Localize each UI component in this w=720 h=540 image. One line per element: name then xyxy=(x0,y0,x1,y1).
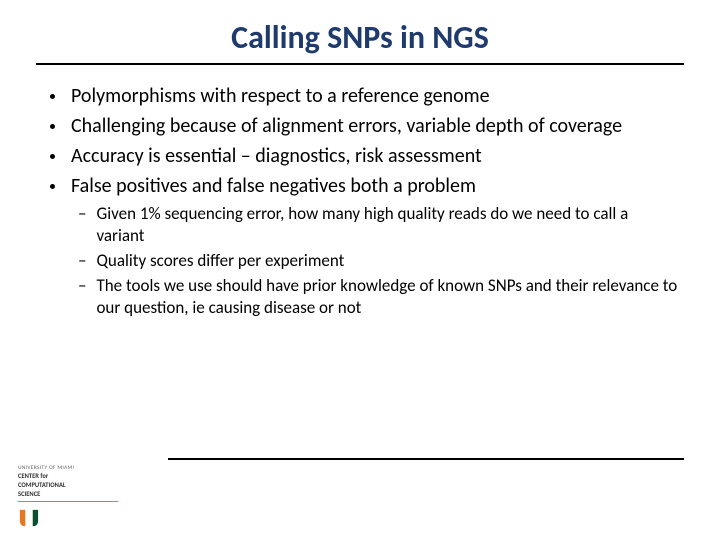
university-logo-icon xyxy=(18,508,40,528)
dash-icon: – xyxy=(78,203,86,225)
bullet-text: Challenging because of alignment errors,… xyxy=(71,113,622,139)
bullet-item: False positives and false negatives both… xyxy=(50,173,680,199)
sub-bullet-item: – Given 1% sequencing error, how many hi… xyxy=(78,203,680,247)
sub-bullet-item: – Quality scores differ per experiment xyxy=(78,250,680,272)
dash-icon: – xyxy=(78,250,86,272)
bullet-text: Polymorphisms with respect to a referenc… xyxy=(71,83,490,109)
sub-bullet-text: Given 1% sequencing error, how many high… xyxy=(96,203,680,247)
center-label-3: SCIENCE xyxy=(18,491,118,498)
center-label-1: CENTER for xyxy=(18,473,118,480)
slide-title: Calling SNPs in NGS xyxy=(0,0,720,63)
footer-divider xyxy=(168,458,684,460)
accent-line xyxy=(18,501,118,503)
bullet-icon xyxy=(50,154,55,159)
bullet-item: Challenging because of alignment errors,… xyxy=(50,113,680,139)
bullet-icon xyxy=(50,94,55,99)
bullet-icon xyxy=(50,184,55,189)
center-label-2: COMPUTATIONAL xyxy=(18,482,118,489)
footer-branding: UNIVERSITY OF MIAMI CENTER for COMPUTATI… xyxy=(18,465,118,528)
university-label: UNIVERSITY OF MIAMI xyxy=(18,465,118,471)
bullet-icon xyxy=(50,124,55,129)
title-divider xyxy=(36,63,684,65)
sub-bullet-list: – Given 1% sequencing error, how many hi… xyxy=(78,203,680,319)
bullet-text: Accuracy is essential – diagnostics, ris… xyxy=(71,143,482,169)
sub-bullet-item: – The tools we use should have prior kno… xyxy=(78,275,680,319)
content-area: Polymorphisms with respect to a referenc… xyxy=(0,83,720,319)
bullet-item: Accuracy is essential – diagnostics, ris… xyxy=(50,143,680,169)
sub-bullet-text: Quality scores differ per experiment xyxy=(96,250,344,272)
bullet-item: Polymorphisms with respect to a referenc… xyxy=(50,83,680,109)
dash-icon: – xyxy=(78,275,86,297)
bullet-text: False positives and false negatives both… xyxy=(71,173,476,199)
sub-bullet-text: The tools we use should have prior knowl… xyxy=(96,275,680,319)
